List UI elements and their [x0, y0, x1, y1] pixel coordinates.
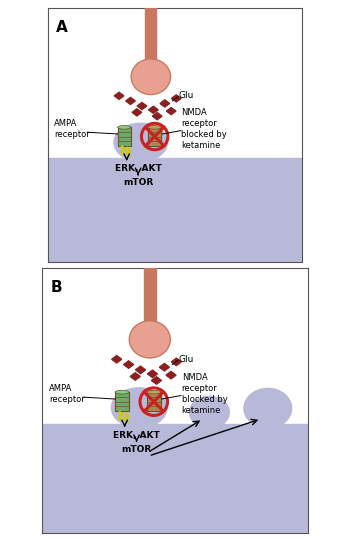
Text: mTOR: mTOR	[121, 445, 152, 454]
Ellipse shape	[115, 390, 129, 394]
Text: mTOR: mTOR	[123, 178, 153, 187]
Text: A: A	[56, 19, 67, 35]
Polygon shape	[126, 97, 135, 104]
Bar	[202, 419, 217, 433]
Bar	[48, 158, 302, 262]
Polygon shape	[148, 106, 158, 114]
Polygon shape	[124, 361, 134, 368]
Polygon shape	[159, 364, 169, 371]
Text: Glu: Glu	[179, 355, 194, 364]
Polygon shape	[171, 358, 181, 366]
Bar	[131, 152, 150, 172]
FancyBboxPatch shape	[115, 392, 129, 411]
Bar	[144, 267, 156, 333]
FancyBboxPatch shape	[118, 127, 131, 146]
Ellipse shape	[147, 390, 161, 394]
Text: B: B	[50, 280, 62, 295]
FancyBboxPatch shape	[148, 127, 161, 146]
Bar	[129, 418, 149, 439]
Polygon shape	[114, 93, 124, 100]
Bar	[42, 424, 308, 533]
Ellipse shape	[148, 126, 161, 129]
Text: AMPA
receptor: AMPA receptor	[49, 384, 85, 404]
Polygon shape	[166, 108, 176, 115]
Ellipse shape	[114, 123, 167, 161]
Ellipse shape	[131, 59, 170, 95]
Polygon shape	[166, 372, 176, 379]
Text: ERK, AKT: ERK, AKT	[113, 431, 160, 440]
Text: NMDA
receptor
blocked by
ketamine: NMDA receptor blocked by ketamine	[181, 108, 227, 150]
Text: NMDA
receptor
blocked by
ketamine: NMDA receptor blocked by ketamine	[182, 373, 228, 415]
Ellipse shape	[129, 321, 170, 358]
Polygon shape	[172, 95, 181, 102]
Polygon shape	[152, 113, 162, 120]
Ellipse shape	[244, 388, 292, 428]
Ellipse shape	[190, 397, 229, 428]
Text: ERK, AKT: ERK, AKT	[115, 164, 161, 173]
Polygon shape	[160, 100, 170, 107]
Ellipse shape	[111, 388, 167, 427]
Polygon shape	[152, 377, 161, 384]
Bar	[145, 7, 156, 70]
Polygon shape	[135, 366, 146, 374]
Ellipse shape	[118, 126, 131, 129]
Text: Glu: Glu	[179, 91, 194, 100]
Polygon shape	[112, 355, 122, 363]
Polygon shape	[132, 109, 142, 116]
Text: AMPA
receptor: AMPA receptor	[54, 119, 90, 139]
Polygon shape	[137, 102, 147, 110]
Polygon shape	[147, 370, 158, 378]
Polygon shape	[130, 373, 140, 380]
Bar	[259, 418, 276, 435]
FancyBboxPatch shape	[147, 392, 161, 411]
